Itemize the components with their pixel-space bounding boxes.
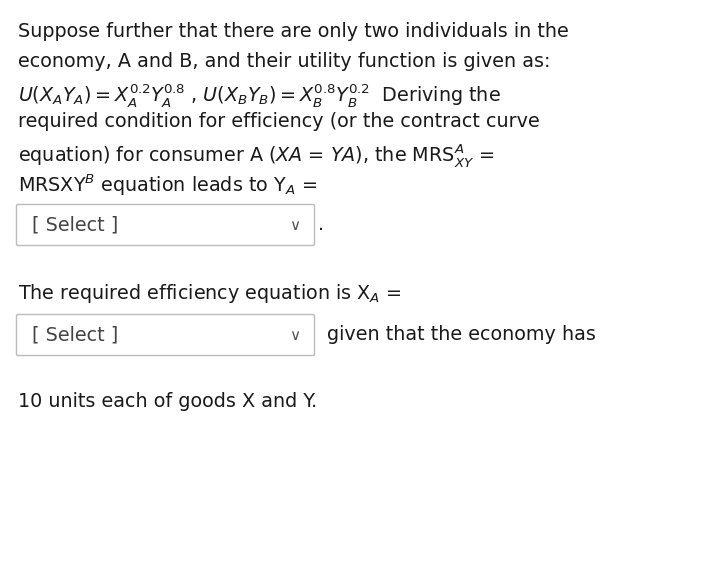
Text: $U(X_AY_A) = X_A^{0.2}Y_A^{0.8}$ , $U(X_BY_B) = X_B^{0.8}Y_B^{0.2}$  Deriving th: $U(X_AY_A) = X_A^{0.2}Y_A^{0.8}$ , $U(X_… <box>18 82 501 109</box>
Text: [ Select ]: [ Select ] <box>32 325 118 345</box>
Text: economy, A and B, and their utility function is given as:: economy, A and B, and their utility func… <box>18 52 550 71</box>
FancyBboxPatch shape <box>17 204 315 246</box>
FancyBboxPatch shape <box>17 315 315 355</box>
Text: [ Select ]: [ Select ] <box>32 216 118 234</box>
Text: Suppose further that there are only two individuals in the: Suppose further that there are only two … <box>18 22 569 41</box>
Text: required condition for efficiency (or the contract curve: required condition for efficiency (or th… <box>18 112 540 131</box>
Text: given that the economy has: given that the economy has <box>327 325 596 345</box>
Text: ∨: ∨ <box>290 217 300 233</box>
Text: The required efficiency equation is X$_A$ =: The required efficiency equation is X$_A… <box>18 282 401 305</box>
Text: .: . <box>318 216 324 234</box>
Text: equation) for consumer A ($\mathit{XA}$ = $\mathit{YA}$), the MRS$_{XY}^A$ =: equation) for consumer A ($\mathit{XA}$ … <box>18 142 494 169</box>
Text: MRSXY$^B$ equation leads to Y$_A$ =: MRSXY$^B$ equation leads to Y$_A$ = <box>18 172 317 198</box>
Text: ∨: ∨ <box>290 328 300 342</box>
Text: 10 units each of goods X and Y.: 10 units each of goods X and Y. <box>18 392 317 411</box>
